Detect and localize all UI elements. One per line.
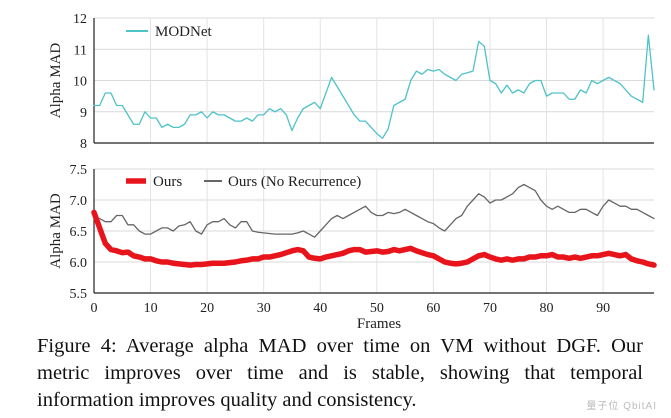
figure-chart: 8 9 10 11 12 Alpha MAD MODNet 5.5 6.0 6.5 7.0 7.5 Al… [48,12,657,330]
y-tick-label: 10 [73,75,87,90]
legend-label-ours: Ours [153,174,182,190]
y-tick-label: 11 [74,43,87,58]
x-axis-label: Frames [357,316,401,330]
x-tick-label: 80 [540,301,554,316]
x-tick-label: 90 [596,301,610,316]
y-tick-label: 7.5 [70,163,88,178]
watermark: 量子位 QbitAI [586,401,657,412]
y-tick-label: 12 [73,12,87,27]
y-axis-label: Alpha MAD [48,193,64,269]
x-tick-label: 20 [200,301,214,316]
series-line-ours-no-recurrence [99,183,655,238]
y-tick-label: 5.5 [70,287,88,302]
x-tick-label: 10 [144,301,158,316]
series-line-ours [91,209,657,268]
figure-caption: Figure 4: Average alpha MAD over time on… [37,335,643,411]
x-tick-label: 40 [313,301,327,316]
series-line-modnet [93,34,655,139]
legend-label-ours-no-recurrence: Ours (No Recurrence) [228,174,361,190]
y-axis-label: Alpha MAD [48,43,64,119]
x-tick-label: 60 [426,301,440,316]
y-tick-label: 6.0 [70,256,88,271]
y-tick-label: 6.5 [70,225,88,240]
x-tick-label: 0 [91,301,98,316]
legend-label-modnet: MODNet [155,24,212,40]
y-tick-label: 9 [80,106,87,121]
x-tick-label: 70 [483,301,497,316]
y-tick-label: 8 [80,137,87,152]
y-tick-label: 7.0 [70,194,88,209]
x-tick-label: 50 [370,301,384,316]
x-tick-label: 30 [257,301,271,316]
